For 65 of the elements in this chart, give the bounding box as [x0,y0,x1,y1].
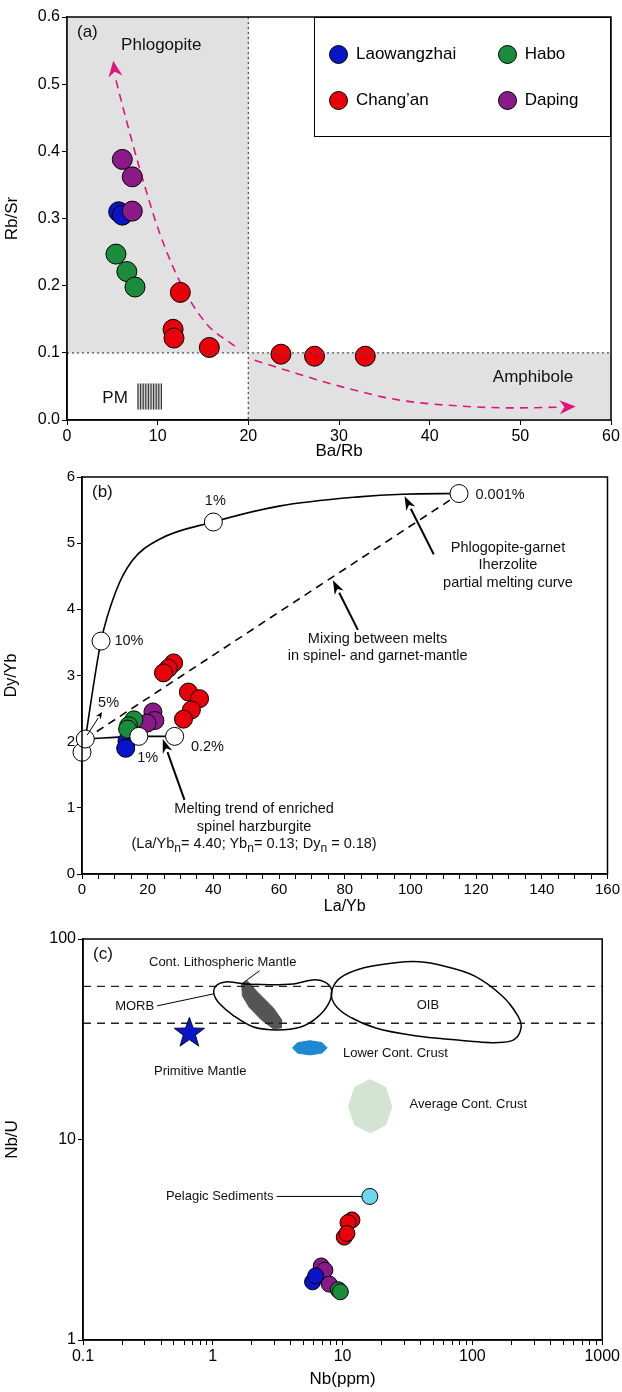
x-tick-label: 1 [208,1347,218,1365]
annotation: Phlogopite [121,35,202,56]
x-tick-label: 10 [333,1347,352,1365]
annotation: Primitive Mantle [153,1063,247,1080]
annotation: PM [102,387,128,409]
x-tick-label: 40 [420,427,439,445]
annotation: 0.001% [475,486,525,504]
y-tick-label: 5 [66,533,75,551]
y-tick-label: 0.5 [37,74,61,92]
x-tick-label: 140 [529,880,555,898]
y-tick-label: 0.2 [37,276,61,294]
y-axis-title: Dy/Yb [2,653,20,698]
annotation: 5% [98,693,120,712]
annotation: Amphibole [492,366,574,388]
x-tick-label: 60 [270,880,288,898]
y-tick-label: 10 [58,1129,77,1147]
legend-label: Laowangzhai [356,44,457,64]
annotation: OIB [416,997,440,1013]
x-tick-label: 60 [602,427,620,445]
x-tick-label: 100 [397,880,423,898]
annotation: Lower Cont. Crust [342,1044,448,1061]
annotation: 1% [204,492,226,511]
x-tick-label: 1000 [584,1347,621,1365]
annotation: (a) [77,22,98,42]
y-tick-label: 0.4 [37,141,61,159]
y-tick-label: 3 [66,665,75,683]
annotation: Phlogopite-garnet Iherzolite partial melting curve [443,538,573,592]
x-tick-label: 160 [594,880,620,898]
y-tick-label: 1 [66,797,75,815]
y-tick-label: 100 [49,929,77,947]
annotation: (b) [92,482,113,502]
y-tick-label: 6 [66,467,75,485]
legend-label: Chang’an [356,90,429,110]
x-tick-label: 80 [336,880,354,898]
x-tick-label: 10 [148,427,167,445]
legend-label: Daping [524,90,579,110]
x-axis-title: Nb(ppm) [309,1369,376,1389]
annotation: 0.2% [190,738,224,756]
annotation: Cont. Lithospheric Mantle [148,954,297,970]
annotation: (c) [93,944,113,964]
legend-label: Habo [524,44,566,64]
annotation: MORB [115,998,155,1014]
y-tick-label: 0.6 [37,7,61,25]
y-tick-label: 0.0 [37,410,61,428]
x-tick-label: 20 [139,880,157,898]
x-tick-label: 40 [205,880,222,898]
annotation: 10% [114,632,144,650]
x-tick-label: 120 [463,880,489,898]
y-tick-label: 0.3 [37,208,61,226]
y-tick-label: 0.1 [37,343,61,361]
y-tick-label: 4 [66,599,75,617]
y-axis-title: Rb/Sr [1,196,21,241]
y-tick-label: 0 [66,864,75,882]
y-tick-label: 2 [66,731,75,749]
y-axis-title: Nb/U [1,1120,21,1159]
x-tick-label: 100 [459,1347,486,1365]
annotation: Average Cont. Crust [409,1096,528,1112]
annotation: Mixing between melts in spinel- and garnet-mantle [287,629,468,665]
text: Melting trend of enriched spinel harzburgite (La/Yb$_{n}$= 4.40; Yb$_{n}$= 0.13; Dy$_{n}$ = 0.18) [131,800,377,856]
x-tick-label: 50 [511,427,530,445]
annotation: 1% [137,749,159,767]
x-axis-title: La/Yb [323,896,366,914]
annotation: Pelagic Sediments [165,1188,274,1205]
x-tick-label: 20 [239,427,258,445]
y-tick-label: 1 [67,1330,77,1348]
